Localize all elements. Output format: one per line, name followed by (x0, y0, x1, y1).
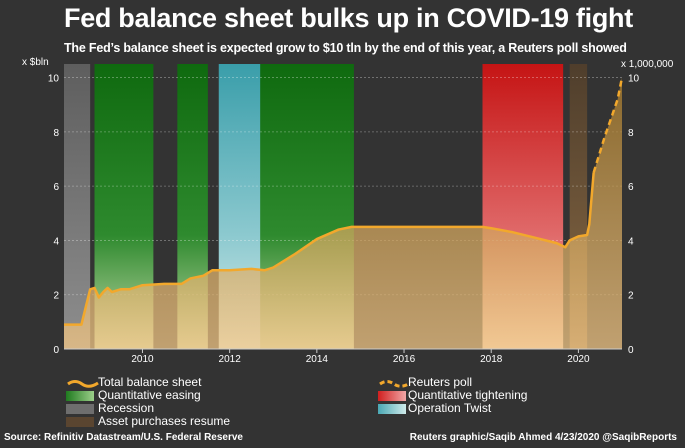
left-axis-unit: x $bln (22, 57, 49, 68)
left-y-tick-label-2: 2 (53, 291, 59, 302)
credit-note: Reuters graphic/Saqib Ahmed 4/23/2020 @S… (409, 432, 677, 443)
legend-swatch-twist (378, 404, 406, 414)
legend-total-balance-sheet: Total balance sheet (98, 375, 202, 389)
chart-subtitle: The Fed’s balance sheet is expected grow… (64, 41, 627, 55)
right-y-tick-label-10: 10 (628, 74, 640, 85)
area-total-balance-sheet (64, 77, 622, 350)
right-y-tick-label-8: 8 (628, 128, 634, 139)
legend-swatch-recession (66, 404, 94, 414)
legend-quantitative-easing: Quantitative easing (98, 388, 201, 402)
x-tick-label-2010: 2010 (131, 354, 154, 365)
legend-reuters-poll: Reuters poll (408, 375, 473, 389)
series-line-total-balance-sheet (64, 172, 595, 326)
legend-recession: Recession (98, 401, 155, 415)
right-axis-unit: x 1,000,000 (621, 59, 674, 70)
left-y-tick-label-10: 10 (48, 74, 60, 85)
source-note: Source: Refinitiv Datastream/U.S. Federa… (4, 432, 243, 443)
legend-asset-purchases-resume: Asset purchases resume (98, 414, 231, 428)
legend-swatch-qe (66, 391, 94, 401)
legend-operation-twist: Operation Twist (408, 401, 492, 415)
right-y-tick-label-6: 6 (628, 182, 634, 193)
right-y-tick-label-0: 0 (628, 345, 634, 356)
chart-title: Fed balance sheet bulks up in COVID-19 f… (64, 3, 633, 33)
x-tick-label-2020: 2020 (567, 354, 590, 365)
left-y-tick-label-0: 0 (53, 345, 59, 356)
left-y-tick-label-8: 8 (53, 128, 59, 139)
legend-quantitative-tightening: Quantitative tightening (408, 388, 528, 402)
legend-swatch-qt (378, 391, 406, 401)
right-y-tick-label-2: 2 (628, 291, 634, 302)
right-y-tick-label-4: 4 (628, 236, 634, 247)
x-tick-label-2018: 2018 (480, 354, 503, 365)
x-tick-label-2012: 2012 (219, 354, 242, 365)
band-recession-0 (64, 64, 91, 349)
left-y-tick-label-6: 6 (53, 182, 59, 193)
legend-swatch-resume (66, 417, 94, 427)
x-tick-label-2014: 2014 (306, 354, 329, 365)
legend-swatch-total (67, 380, 99, 388)
left-y-tick-label-4: 4 (53, 236, 59, 247)
legend-swatch-poll (379, 380, 411, 388)
x-tick-label-2016: 2016 (393, 354, 416, 365)
